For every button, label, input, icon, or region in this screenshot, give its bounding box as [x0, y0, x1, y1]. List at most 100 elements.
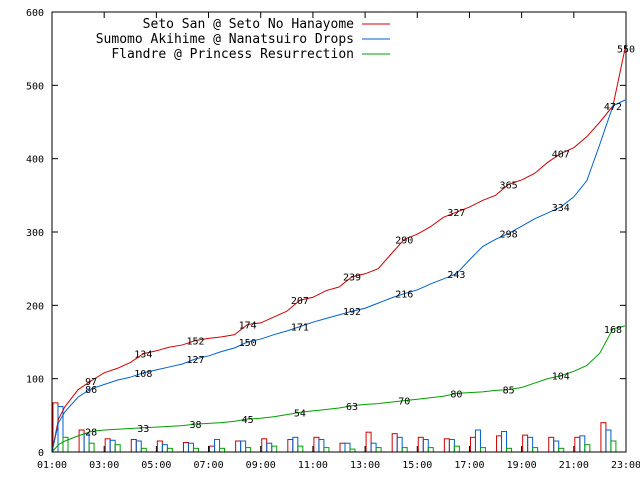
data-label-0: 327	[447, 208, 465, 219]
x-tick-label: 23:00	[611, 460, 640, 471]
hourly-bar-blue	[527, 436, 534, 453]
data-label-2: 80	[450, 389, 462, 400]
hourly-bar-blue	[266, 442, 273, 453]
series-line-2	[51, 325, 626, 453]
hourly-bar-green	[140, 447, 147, 453]
hourly-bar-red	[417, 436, 424, 453]
data-label-1: 298	[500, 229, 518, 240]
hourly-bar-blue	[318, 439, 325, 453]
data-label-2: 70	[398, 397, 410, 408]
hourly-bar-red	[391, 433, 398, 453]
hourly-bar-green	[532, 447, 539, 453]
hourly-bar-red	[600, 422, 607, 453]
hourly-bar-green	[62, 436, 69, 453]
hourly-bar-green	[271, 445, 278, 453]
data-label-0: 134	[134, 350, 152, 361]
hourly-bar-blue	[370, 442, 377, 453]
hourly-bar-blue	[109, 439, 116, 453]
data-label-1: 127	[186, 355, 204, 366]
hourly-bar-red	[182, 441, 189, 453]
data-label-2: 85	[503, 386, 515, 397]
data-label-2: 28	[85, 427, 97, 438]
hourly-bar-red	[339, 442, 346, 453]
hourly-bar-green	[219, 447, 226, 453]
x-tick-label: 21:00	[559, 460, 589, 471]
data-label-1: 334	[552, 203, 570, 214]
hourly-bar-green	[88, 442, 95, 453]
x-tick-label: 11:00	[298, 460, 328, 471]
hourly-bar-blue	[553, 440, 560, 453]
hourly-bar-red	[156, 440, 163, 453]
hourly-bar-green	[558, 447, 565, 453]
y-tick-label: 300	[26, 228, 44, 239]
hourly-bar-red	[496, 435, 503, 453]
y-tick-label: 0	[38, 448, 44, 459]
hourly-bar-blue	[474, 429, 481, 453]
x-tick-label: 03:00	[89, 460, 119, 471]
x-tick-label: 09:00	[246, 460, 276, 471]
hourly-bar-blue	[396, 436, 403, 453]
hourly-bar-green	[427, 447, 434, 453]
x-tick-label: 13:00	[350, 460, 380, 471]
x-tick-label: 01:00	[37, 460, 67, 471]
hourly-bar-blue	[501, 430, 508, 453]
series-lines	[51, 45, 626, 453]
hourly-bar-blue	[187, 442, 194, 453]
hourly-bar-blue	[240, 440, 247, 453]
x-tick-label: 05:00	[141, 460, 171, 471]
x-tick-label: 17:00	[454, 460, 484, 471]
hourly-bar-blue	[579, 435, 586, 453]
data-label-1: 192	[343, 307, 361, 318]
hourly-bar-red	[313, 436, 320, 453]
data-label-0: 207	[291, 296, 309, 307]
hourly-bar-red	[287, 439, 294, 453]
plot-frame	[51, 11, 627, 453]
hourly-bar-blue	[161, 444, 168, 453]
hourly-bar-red	[261, 438, 268, 453]
hourly-bar-green	[114, 444, 121, 453]
data-label-1: 150	[239, 338, 257, 349]
hourly-bar-red	[130, 439, 137, 453]
data-label-1: 86	[85, 385, 97, 396]
legend-entry-0: Seto San @ Seto No Hanayome	[143, 17, 354, 32]
hourly-bar-blue	[605, 429, 612, 453]
hourly-bar-red	[443, 438, 450, 453]
x-tick-label: 19:00	[507, 460, 537, 471]
hourly-bar-red	[209, 445, 216, 453]
hourly-bar-red	[104, 438, 111, 453]
y-tick-label: 200	[26, 301, 44, 312]
data-label-2: 38	[189, 420, 201, 431]
data-label-1: 171	[291, 323, 309, 334]
hourly-bar-green	[245, 447, 252, 453]
hourly-bar-red	[522, 434, 529, 453]
data-label-2: 63	[346, 402, 358, 413]
hourly-bar-green	[584, 444, 591, 453]
hourly-bar-green	[166, 447, 173, 453]
data-label-1: 216	[395, 290, 413, 301]
hourly-bar-red	[548, 436, 555, 453]
data-label-2: 45	[242, 415, 254, 426]
hourly-bar-green	[453, 445, 460, 453]
data-label-0: 174	[239, 320, 257, 331]
y-axis: 0 100 200 300 400 500 600	[26, 8, 626, 459]
legend-entry-2: Flandre @ Princess Resurrection	[111, 47, 354, 62]
data-label-2: 33	[137, 424, 149, 435]
data-label-1: 108	[134, 369, 152, 380]
y-tick-label: 100	[26, 375, 44, 386]
hourly-bar-blue	[422, 439, 429, 453]
series-line-0	[51, 45, 626, 453]
legend-entry-1: Sumomo Akihime @ Nanatsuiro Drops	[96, 32, 354, 47]
data-label-0: 290	[395, 235, 413, 246]
hourly-bar-blue	[214, 439, 221, 453]
hourly-bar-red	[574, 436, 581, 453]
hourly-bar-green	[375, 447, 382, 453]
data-labels: 9713415217420723929032736540755086108127…	[85, 45, 635, 439]
hourly-bar-green	[323, 447, 330, 453]
hourly-bar-blue	[448, 439, 455, 453]
hourly-bar-red	[469, 436, 476, 453]
hourly-bar-green	[401, 447, 408, 453]
x-tick-label: 07:00	[193, 460, 223, 471]
hourly-bar-blue	[57, 406, 64, 453]
